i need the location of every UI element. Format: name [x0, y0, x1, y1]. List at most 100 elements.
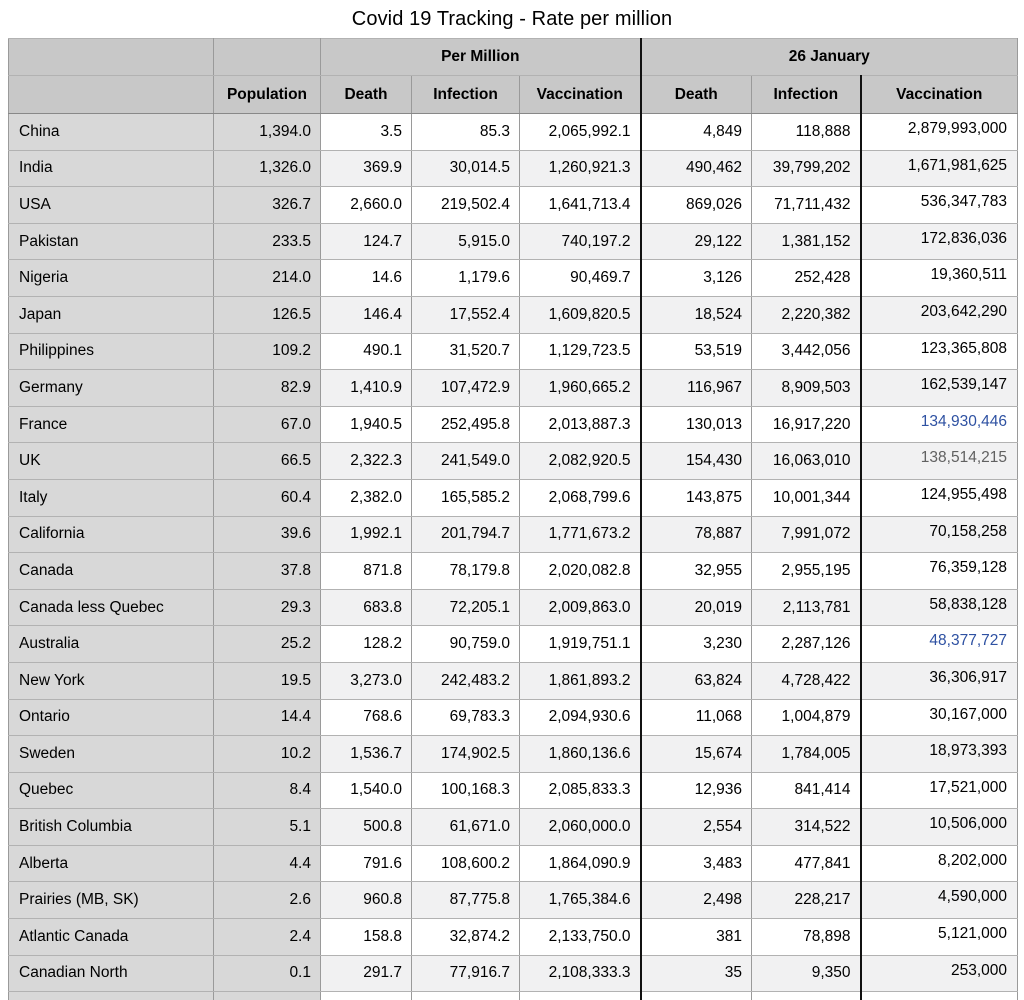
- per-million-vaccination-cell[interactable]: 2,094,930.6: [519, 698, 641, 737]
- jan26-infection-cell[interactable]: 7,991,072: [751, 515, 861, 554]
- per-million-death-cell[interactable]: 2,660.0: [320, 186, 412, 224]
- per-million-death-cell[interactable]: [320, 991, 412, 1000]
- region-name-cell[interactable]: [8, 991, 214, 1000]
- per-million-death-cell[interactable]: 369.9: [320, 149, 412, 188]
- per-million-vaccination-cell[interactable]: 740,197.2: [519, 222, 641, 261]
- per-million-death-cell[interactable]: 3.5: [320, 113, 412, 151]
- per-million-death-cell[interactable]: 683.8: [320, 588, 412, 627]
- jan26-infection-cell[interactable]: 477,841: [751, 844, 861, 883]
- region-name-cell[interactable]: Japan: [8, 295, 214, 334]
- per-million-infection-cell[interactable]: 108,600.2: [411, 844, 520, 883]
- per-million-vaccination-cell[interactable]: 1,641,713.4: [519, 186, 641, 224]
- jan26-vaccination-cell[interactable]: 172,836,036: [859, 222, 1018, 261]
- per-million-vaccination-cell[interactable]: 1,861,893.2: [519, 661, 641, 700]
- jan26-vaccination-cell[interactable]: 8,202,000: [859, 844, 1018, 883]
- region-name-cell[interactable]: Quebec: [8, 771, 214, 810]
- per-million-infection-cell[interactable]: 165,585.2: [411, 478, 520, 517]
- region-name-cell[interactable]: USA: [8, 186, 214, 224]
- per-million-vaccination-cell[interactable]: 2,065,992.1: [519, 113, 641, 151]
- per-million-vaccination-cell[interactable]: 1,260,921.3: [519, 149, 641, 188]
- per-million-infection-cell[interactable]: 90,759.0: [411, 625, 520, 663]
- jan26-infection-cell[interactable]: 2,220,382: [751, 295, 861, 334]
- jan26-death-cell[interactable]: 4,849: [639, 113, 752, 151]
- jan26-vaccination-cell[interactable]: 36,306,917: [859, 661, 1018, 700]
- population-cell[interactable]: [213, 991, 321, 1000]
- region-name-cell[interactable]: Germany: [8, 369, 214, 407]
- jan26-death-cell[interactable]: 869,026: [639, 186, 752, 224]
- jan26-infection-cell[interactable]: 8,909,503: [751, 369, 861, 407]
- region-name-cell[interactable]: China: [8, 113, 214, 151]
- per-million-vaccination-cell[interactable]: 2,020,082.8: [519, 552, 641, 590]
- population-cell[interactable]: 4.4: [213, 844, 321, 883]
- per-million-infection-cell[interactable]: 252,495.8: [411, 405, 520, 444]
- group-header-per-million[interactable]: Per Million: [320, 38, 641, 76]
- population-cell[interactable]: 0.1: [213, 954, 321, 993]
- jan26-infection-cell[interactable]: 2,113,781: [751, 588, 861, 627]
- group-header-26-january[interactable]: 26 January: [639, 38, 1018, 76]
- jan26-infection-cell[interactable]: 16,063,010: [751, 442, 861, 480]
- region-name-cell[interactable]: UK: [8, 442, 214, 480]
- jan26-death-cell[interactable]: 154,430: [639, 442, 752, 480]
- per-million-infection-cell[interactable]: 1,179.6: [411, 259, 520, 297]
- jan26-vaccination-cell[interactable]: 536,347,783: [859, 186, 1018, 224]
- jan26-infection-cell[interactable]: 16,917,220: [751, 405, 861, 444]
- jan26-death-cell[interactable]: 3,126: [639, 259, 752, 297]
- jan26-death-cell[interactable]: 78,887: [639, 515, 752, 554]
- region-name-cell[interactable]: Sweden: [8, 735, 214, 773]
- population-cell[interactable]: 126.5: [213, 295, 321, 334]
- jan26-vaccination-cell[interactable]: 138,514,215: [859, 442, 1018, 480]
- per-million-death-cell[interactable]: 146.4: [320, 295, 412, 334]
- jan26-death-cell[interactable]: 20,019: [639, 588, 752, 627]
- population-cell[interactable]: 10.2: [213, 735, 321, 773]
- population-cell[interactable]: 66.5: [213, 442, 321, 480]
- region-name-cell[interactable]: India: [8, 149, 214, 188]
- jan26-death-cell[interactable]: 18,524: [639, 295, 752, 334]
- jan26-vaccination-cell[interactable]: 30,167,000: [859, 698, 1018, 737]
- jan26-infection-cell[interactable]: 2,955,195: [751, 552, 861, 590]
- population-cell[interactable]: 25.2: [213, 625, 321, 663]
- population-cell[interactable]: 37.8: [213, 552, 321, 590]
- jan26-vaccination-cell[interactable]: 70,158,258: [859, 515, 1018, 554]
- per-million-infection-cell[interactable]: 32,874.2: [411, 918, 520, 956]
- jan26-death-cell[interactable]: 490,462: [639, 149, 752, 188]
- jan26-death-cell[interactable]: 63,824: [639, 661, 752, 700]
- jan26-infection-cell[interactable]: 9,350: [751, 954, 861, 993]
- per-million-infection-cell[interactable]: 69,783.3: [411, 698, 520, 737]
- jan-vaccination-header[interactable]: Vaccination: [859, 75, 1018, 114]
- population-cell[interactable]: 8.4: [213, 771, 321, 810]
- per-million-death-cell[interactable]: 1,940.5: [320, 405, 412, 444]
- jan26-death-cell[interactable]: 32,955: [639, 552, 752, 590]
- per-million-death-cell[interactable]: 500.8: [320, 808, 412, 846]
- jan26-death-cell[interactable]: 2,554: [639, 808, 752, 846]
- per-million-death-cell[interactable]: 158.8: [320, 918, 412, 956]
- per-million-infection-cell[interactable]: 87,775.8: [411, 881, 520, 920]
- jan26-vaccination-cell[interactable]: 134,930,446: [859, 405, 1018, 444]
- jan26-vaccination-cell[interactable]: 124,955,498: [859, 478, 1018, 517]
- per-million-death-cell[interactable]: 1,536.7: [320, 735, 412, 773]
- region-name-cell[interactable]: Canada less Quebec: [8, 588, 214, 627]
- population-cell[interactable]: 2.4: [213, 918, 321, 956]
- region-name-cell[interactable]: Canadian North: [8, 954, 214, 993]
- jan26-death-cell[interactable]: 35: [639, 954, 752, 993]
- jan26-vaccination-cell[interactable]: 48,377,727: [859, 625, 1018, 663]
- population-cell[interactable]: 60.4: [213, 478, 321, 517]
- per-million-infection-cell[interactable]: 219,502.4: [411, 186, 520, 224]
- jan26-vaccination-cell[interactable]: 1,671,981,625: [859, 149, 1018, 188]
- jan-death-header[interactable]: Death: [639, 75, 752, 114]
- jan26-infection-cell[interactable]: 10,001,344: [751, 478, 861, 517]
- jan26-infection-cell[interactable]: 1,004,879: [751, 698, 861, 737]
- jan26-vaccination-cell[interactable]: 58,838,128: [859, 588, 1018, 627]
- jan26-infection-cell[interactable]: 252,428: [751, 259, 861, 297]
- per-million-death-cell[interactable]: 14.6: [320, 259, 412, 297]
- per-million-vaccination-cell[interactable]: 2,082,920.5: [519, 442, 641, 480]
- jan26-vaccination-cell[interactable]: 18,973,393: [859, 735, 1018, 773]
- jan26-infection-cell[interactable]: 78,898: [751, 918, 861, 956]
- population-header[interactable]: Population: [213, 75, 321, 114]
- population-cell[interactable]: 214.0: [213, 259, 321, 297]
- per-million-infection-cell[interactable]: 241,549.0: [411, 442, 520, 480]
- jan26-vaccination-cell[interactable]: 253,000: [859, 954, 1018, 993]
- population-cell[interactable]: 2.6: [213, 881, 321, 920]
- jan-infection-header[interactable]: Infection: [751, 75, 861, 114]
- per-million-vaccination-cell[interactable]: [519, 991, 641, 1000]
- population-cell[interactable]: 29.3: [213, 588, 321, 627]
